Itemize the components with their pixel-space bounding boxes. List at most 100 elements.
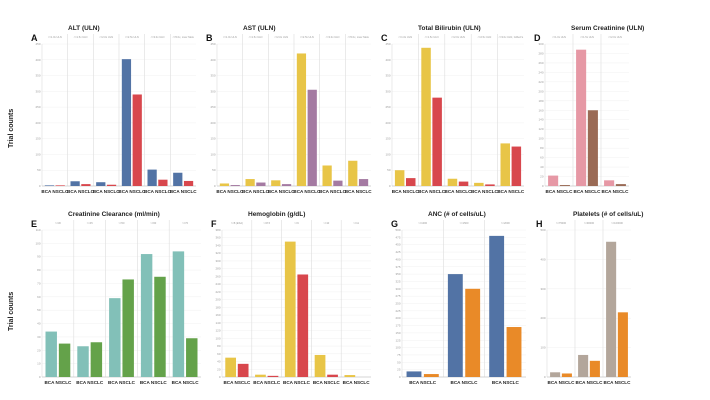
bar-nsclc-group-1 bbox=[230, 185, 240, 186]
bar-bca-group-3 bbox=[284, 241, 296, 377]
y-tick-label: 25 bbox=[397, 368, 401, 372]
group-threshold-label: <=5.0x, Liver Mets bbox=[172, 35, 194, 39]
bar-nsclc-group-3 bbox=[615, 184, 626, 186]
group-threshold-label: <=1.5x ULN bbox=[74, 35, 88, 39]
y-tick-label: 300 bbox=[395, 287, 400, 291]
bar-nsclc-group-2 bbox=[267, 375, 279, 377]
y-tick-label: 140 bbox=[538, 118, 543, 122]
y-tick-label: 20 bbox=[217, 367, 221, 371]
category-label: BCA NSCLC bbox=[242, 189, 270, 194]
chart-panel-d: Serum Creatinine (ULN) D 0 20 40 60 80 100 120 14… bbox=[534, 25, 644, 194]
category-label: BCA NSCLC bbox=[216, 189, 244, 194]
y-tick-label: 100 bbox=[395, 346, 400, 350]
group-threshold-label: <=1.0x ULN bbox=[552, 35, 566, 39]
bar-bca-group-2 bbox=[578, 354, 589, 377]
y-tick-label: 240 bbox=[538, 70, 543, 74]
y-tick-label: 400 bbox=[210, 58, 215, 62]
y-tick-label: 450 bbox=[35, 42, 40, 46]
y-tick-label: 150 bbox=[385, 137, 390, 141]
bar-bca-group-3 bbox=[271, 180, 281, 186]
group-threshold-label: >=60 bbox=[150, 221, 156, 225]
category-label: BCA NSCLC bbox=[223, 380, 251, 385]
bar-bca-group-2 bbox=[77, 346, 89, 377]
group-threshold-label: >=8 (ESA) bbox=[231, 221, 243, 225]
y-tick-label: 350 bbox=[35, 74, 40, 78]
y-tick-label: 300 bbox=[215, 259, 220, 263]
category-label: BCA NSCLC bbox=[293, 189, 321, 194]
bar-bca-group-3 bbox=[489, 235, 505, 377]
y-tick-label: 50 bbox=[212, 168, 216, 172]
group-threshold-label: <=3.0x ULN, Gilbert's bbox=[498, 35, 523, 39]
group-threshold-label: <=1.0x ULN bbox=[223, 35, 237, 39]
bar-nsclc-group-2 bbox=[587, 110, 598, 186]
y-tick-label: 100 bbox=[538, 137, 543, 141]
bar-nsclc-group-1 bbox=[405, 178, 416, 186]
y-tick-label: 200 bbox=[395, 316, 400, 320]
bar-nsclc-group-4 bbox=[307, 89, 317, 186]
y-tick-label: 250 bbox=[385, 105, 390, 109]
category-label: BCA NSCLC bbox=[604, 380, 632, 385]
chart-title: AST (ULN) bbox=[243, 25, 276, 32]
bar-nsclc-group-2 bbox=[81, 184, 91, 186]
category-label: BCA NSCLC bbox=[170, 189, 198, 194]
bar-bca-group-3 bbox=[604, 180, 615, 186]
bar-bca-group-2 bbox=[447, 274, 463, 377]
bar-nsclc-group-4 bbox=[154, 276, 166, 377]
bar-nsclc-group-4 bbox=[132, 94, 142, 186]
bar-bca-group-5 bbox=[147, 169, 157, 186]
y-tick-label: 300 bbox=[385, 89, 390, 93]
bar-bca-group-4 bbox=[474, 182, 484, 186]
panel-letter: A bbox=[31, 33, 38, 43]
chart-panel-h: Platelets (# of cells/uL) H 0 100 200 300 400 5… bbox=[536, 211, 643, 385]
y-tick-label: 80 bbox=[540, 146, 544, 150]
y-tick-label: 50 bbox=[37, 168, 41, 172]
bar-nsclc-group-4 bbox=[327, 374, 338, 377]
group-threshold-label: <=3.0x ULN bbox=[326, 35, 340, 39]
y-tick-label: 350 bbox=[385, 74, 390, 78]
category-label: BCA NSCLC bbox=[497, 189, 525, 194]
chart-title: Total Bilirubin (ULN) bbox=[418, 25, 481, 32]
bar-nsclc-group-3 bbox=[281, 184, 292, 186]
panel-letter: C bbox=[381, 33, 388, 43]
bar-nsclc-group-5 bbox=[158, 179, 168, 186]
group-threshold-label: >=9 bbox=[294, 221, 299, 225]
bar-bca-group-1 bbox=[45, 331, 57, 377]
bar-nsclc-group-1 bbox=[423, 374, 439, 377]
bar-bca-group-1 bbox=[225, 357, 237, 377]
chart-panel-g: ANC (# of cells/uL) G 0 25 50 75 100 125 150 175 2… bbox=[391, 211, 526, 385]
bar-nsclc-group-3 bbox=[617, 312, 628, 377]
y-tick-label: 150 bbox=[210, 137, 215, 141]
y-tick-label: 140 bbox=[215, 321, 220, 325]
y-tick-label: 200 bbox=[540, 316, 545, 320]
bar-nsclc-group-5 bbox=[511, 146, 522, 186]
bar-bca-group-1 bbox=[44, 185, 55, 186]
bar-bca-group-2 bbox=[255, 374, 266, 377]
group-threshold-label: >=90000 bbox=[584, 221, 595, 225]
panel-letter: G bbox=[391, 219, 398, 229]
group-threshold-label: <=2.5x ULN bbox=[477, 35, 491, 39]
y-tick-label: 100 bbox=[35, 241, 40, 245]
y-tick-label: 160 bbox=[538, 108, 543, 112]
group-threshold-label: >=8.5 bbox=[263, 221, 270, 225]
category-label: BCA NSCLC bbox=[44, 380, 72, 385]
y-tick-label: 120 bbox=[215, 329, 220, 333]
y-tick-label: 50 bbox=[387, 168, 391, 172]
bar-bca-group-6 bbox=[348, 160, 358, 186]
bar-bca-group-2 bbox=[70, 181, 80, 186]
y-tick-label: 400 bbox=[395, 257, 400, 261]
category-label: BCA NSCLC bbox=[345, 189, 373, 194]
category-label: BCA NSCLC bbox=[172, 380, 200, 385]
y-tick-label: 0 bbox=[389, 184, 391, 188]
chart-panel-b: AST (ULN) B 0 50 100 150 200 250 300 350 400 450 <=1… bbox=[206, 25, 373, 194]
y-tick-label: 0 bbox=[214, 184, 216, 188]
bar-nsclc-group-4 bbox=[485, 184, 495, 186]
bar-bca-group-3 bbox=[109, 298, 121, 377]
y-tick-label: 200 bbox=[210, 121, 215, 125]
category-label: BCA NSCLC bbox=[602, 189, 630, 194]
category-label: BCA NSCLC bbox=[409, 380, 437, 385]
y-tick-label: 450 bbox=[395, 243, 400, 247]
bar-nsclc-group-1 bbox=[561, 373, 572, 377]
y-tick-label: 375 bbox=[395, 265, 400, 269]
y-tick-label: 250 bbox=[35, 105, 40, 109]
category-label: BCA NSCLC bbox=[144, 189, 172, 194]
